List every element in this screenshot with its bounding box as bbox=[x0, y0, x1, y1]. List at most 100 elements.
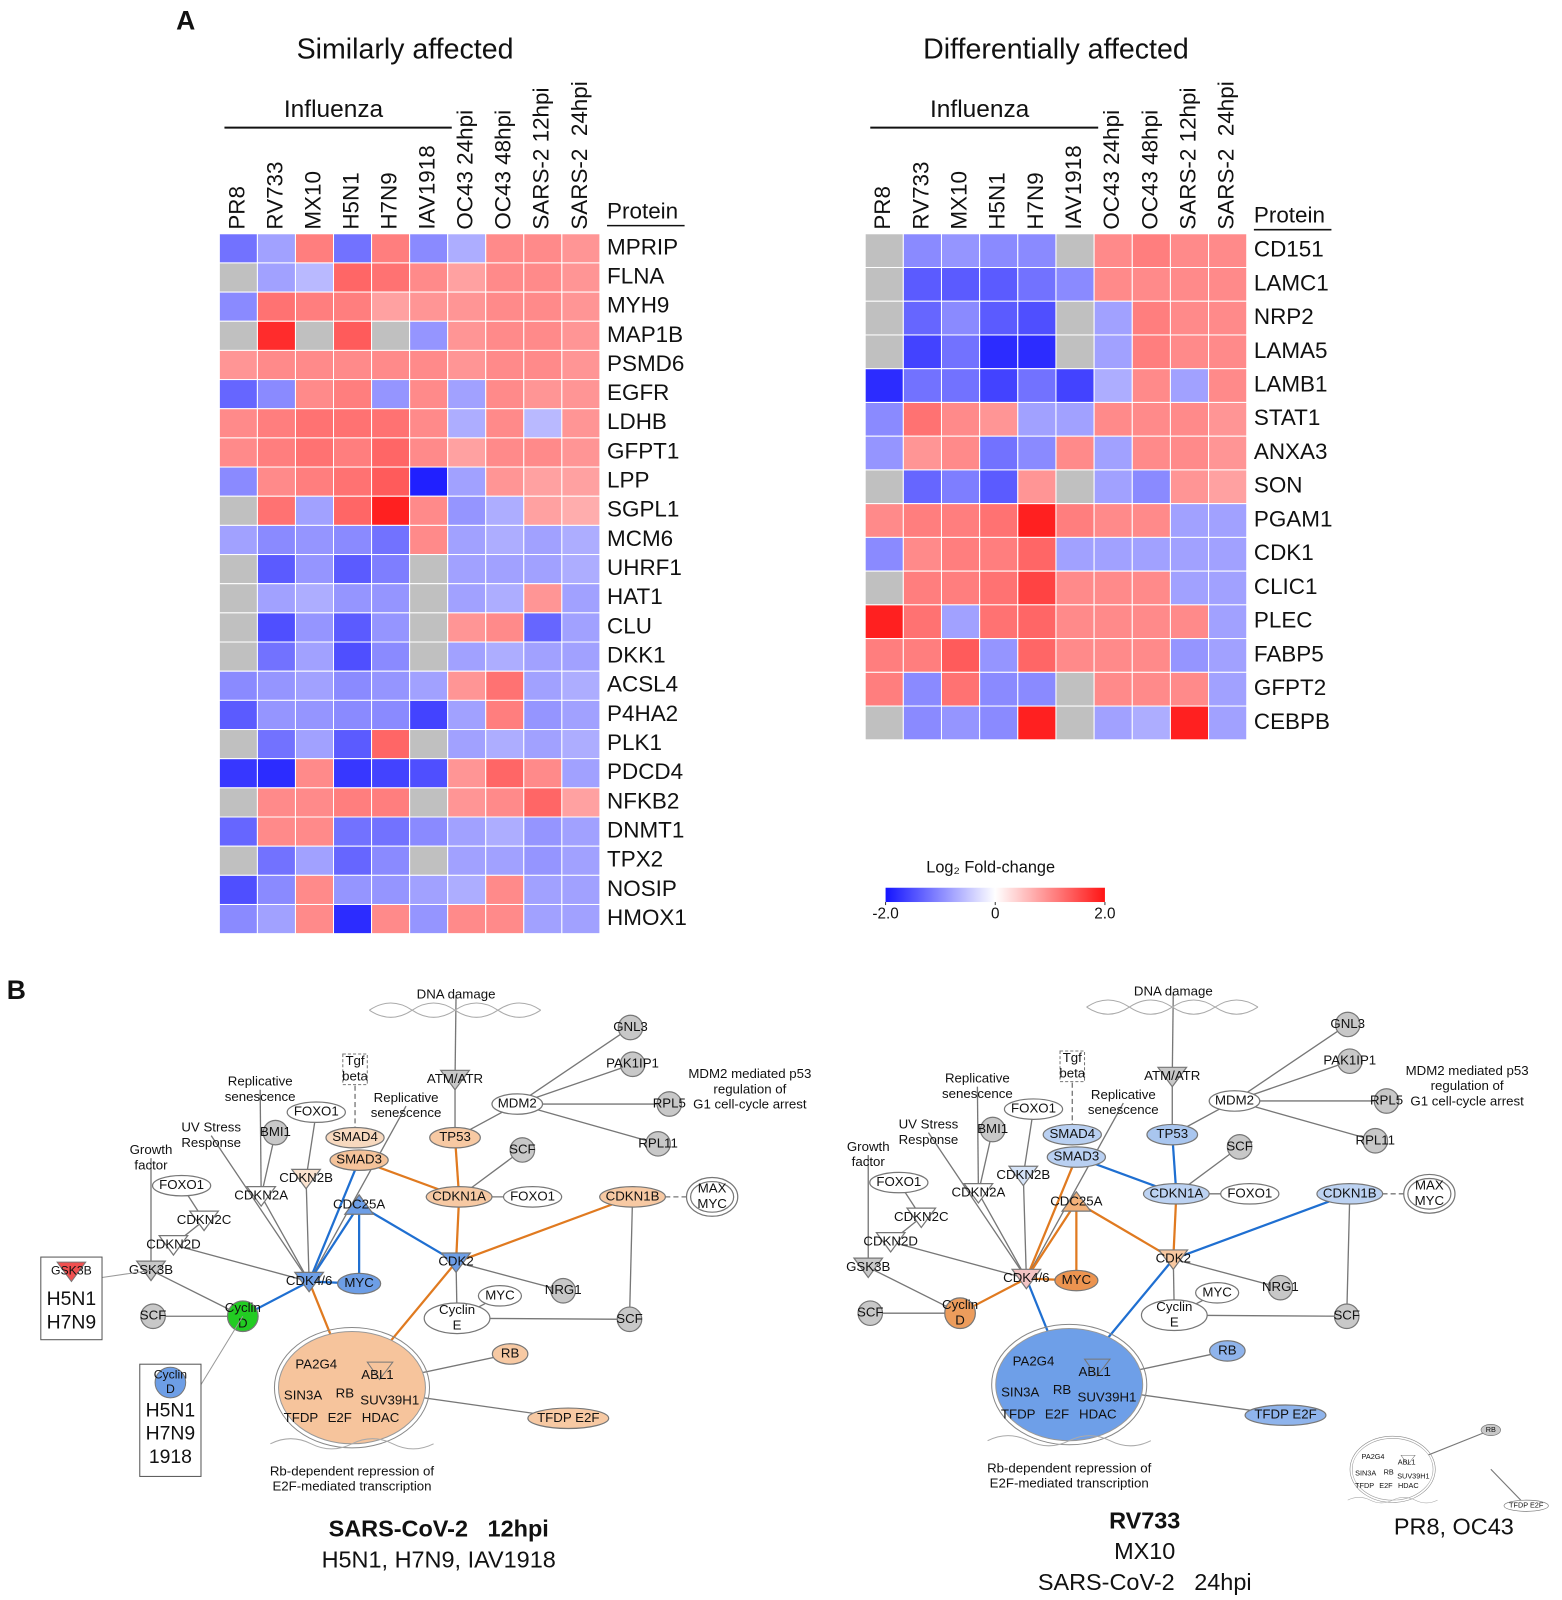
heatmap-cell bbox=[333, 670, 373, 701]
column-label: RV733 bbox=[262, 161, 287, 229]
node-label: MDM2 mediated p53 bbox=[1406, 1063, 1529, 1078]
heatmap-cell bbox=[447, 845, 487, 876]
node bbox=[440, 1252, 472, 1274]
heatmap-cell bbox=[218, 816, 258, 847]
node-label: CDKN2D bbox=[146, 1236, 200, 1251]
node-label: Response bbox=[899, 1132, 959, 1147]
node-label: senescence bbox=[942, 1086, 1013, 1101]
heatmap-cell bbox=[1208, 334, 1248, 370]
heatmap-cell bbox=[523, 787, 563, 818]
row-label: PGAM1 bbox=[1254, 506, 1333, 531]
heatmap-cell bbox=[940, 368, 981, 403]
node-label: GSK3B bbox=[129, 1262, 173, 1277]
node bbox=[616, 1306, 643, 1333]
column-label: H5N1 bbox=[338, 172, 363, 229]
node bbox=[619, 1051, 646, 1078]
heatmap-cell bbox=[561, 612, 601, 643]
node-label: PAK1IP1 bbox=[606, 1056, 659, 1071]
node-label: FOXO1 bbox=[159, 1177, 204, 1192]
heatmap-cell bbox=[1093, 503, 1133, 538]
heatmap-cell bbox=[218, 874, 258, 906]
heatmap-cell bbox=[1093, 671, 1133, 707]
node-label: NRG1 bbox=[1262, 1279, 1299, 1294]
heatmap-cell bbox=[256, 233, 296, 264]
heatmap-cell bbox=[485, 262, 525, 293]
node-label: GSK3B bbox=[846, 1259, 890, 1274]
heatmap-cell bbox=[523, 320, 563, 351]
heatmap-cell bbox=[409, 903, 449, 935]
heatmap-cell bbox=[523, 641, 563, 672]
heatmap-cell bbox=[485, 524, 525, 556]
row-label: UHRF1 bbox=[607, 555, 682, 580]
heatmap-cell bbox=[1055, 570, 1095, 606]
heatmap-cell bbox=[256, 408, 296, 439]
node-label: SIN3A bbox=[1355, 1469, 1376, 1478]
node bbox=[423, 1302, 491, 1335]
row-label: MYH9 bbox=[607, 293, 669, 318]
heatmap-cell bbox=[218, 524, 258, 556]
heatmap-cell bbox=[1055, 266, 1095, 302]
heatmap-cell bbox=[333, 787, 373, 818]
node-label: MDM2 bbox=[498, 1096, 537, 1111]
node bbox=[875, 1231, 907, 1254]
node-label: CDKN2B bbox=[996, 1167, 1050, 1182]
node-label: FOXO1 bbox=[1011, 1101, 1056, 1116]
node bbox=[1140, 1299, 1208, 1332]
heatmap-cell bbox=[447, 816, 487, 847]
complex bbox=[1349, 1435, 1436, 1503]
row-label: P4HA2 bbox=[607, 701, 678, 726]
heatmap-cell bbox=[561, 349, 601, 381]
heatmap-cell bbox=[1131, 435, 1171, 471]
dna-helix bbox=[270, 1438, 434, 1450]
node bbox=[336, 1272, 382, 1295]
heatmap-cell bbox=[409, 554, 449, 585]
node bbox=[188, 1210, 220, 1232]
node-label: D bbox=[955, 1312, 965, 1327]
node bbox=[366, 1361, 394, 1381]
node bbox=[869, 1171, 929, 1194]
heatmap-cell bbox=[333, 349, 373, 381]
heatmap-cell bbox=[447, 874, 487, 906]
heatmap-cell bbox=[902, 503, 942, 538]
heatmap-cell bbox=[409, 291, 449, 322]
heatmap-cell bbox=[218, 466, 258, 497]
heatmap-cell bbox=[485, 379, 525, 410]
node-label: RPL11 bbox=[1356, 1132, 1396, 1147]
node-label: Tgf bbox=[345, 1053, 364, 1068]
column-label: SARS-2 24hpi bbox=[567, 81, 592, 229]
row-header: Protein bbox=[607, 198, 678, 223]
heatmap-cell bbox=[1169, 300, 1210, 336]
heatmap-cell bbox=[485, 554, 525, 585]
node bbox=[1400, 1454, 1416, 1466]
heatmap-cell bbox=[256, 524, 296, 556]
node-label: MYC bbox=[485, 1287, 515, 1302]
node-label: MDM2 mediated p53 bbox=[688, 1066, 811, 1081]
node-label: G1 cell-cycle arrest bbox=[1410, 1093, 1524, 1108]
heatmap-cell bbox=[485, 408, 525, 439]
heatmap-cell bbox=[940, 671, 981, 707]
caption: PR8, OC43 bbox=[1394, 1514, 1514, 1540]
row-label: LAMC1 bbox=[1254, 270, 1329, 295]
heatmap-cell bbox=[561, 379, 601, 410]
node-label: factor bbox=[134, 1157, 168, 1172]
node-label: CDKN2C bbox=[894, 1209, 949, 1224]
heatmap-cell bbox=[1093, 334, 1133, 370]
heatmap-cell bbox=[485, 233, 525, 264]
node-label: RB bbox=[1218, 1342, 1237, 1357]
node-label: SIN3A bbox=[1001, 1384, 1039, 1399]
node bbox=[1373, 1088, 1400, 1114]
node bbox=[1142, 1183, 1210, 1205]
heatmap-cell bbox=[902, 705, 942, 741]
heatmap-cell bbox=[561, 466, 601, 497]
heatmap-cell bbox=[485, 466, 525, 497]
heatmap-cell bbox=[864, 570, 904, 606]
dna-helix bbox=[1347, 1497, 1438, 1504]
heatmap-cell bbox=[902, 233, 942, 269]
heatmap-cell bbox=[1055, 435, 1095, 471]
node bbox=[656, 1091, 683, 1117]
heatmap-cell bbox=[485, 670, 525, 701]
caption: H5N1, H7N9, IAV1918 bbox=[322, 1546, 556, 1572]
heatmap-cell bbox=[485, 291, 525, 322]
heatmap-cell bbox=[940, 536, 981, 572]
edge bbox=[517, 1103, 659, 1145]
